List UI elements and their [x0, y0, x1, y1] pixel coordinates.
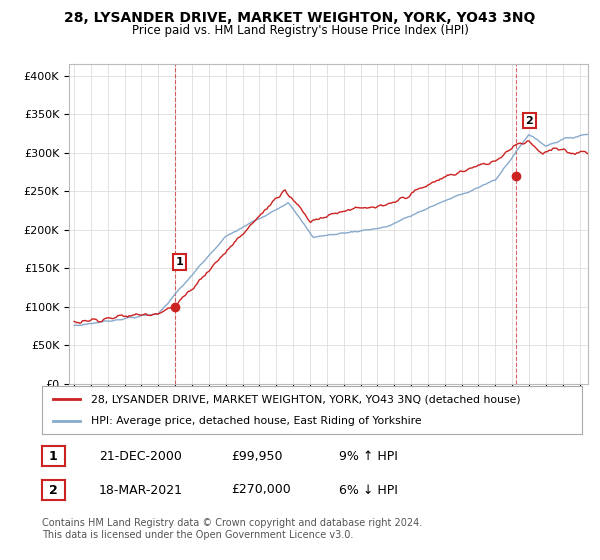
Text: 18-MAR-2021: 18-MAR-2021	[99, 483, 183, 497]
Text: 1: 1	[49, 450, 58, 463]
Text: £270,000: £270,000	[231, 483, 291, 497]
Text: 1: 1	[176, 257, 184, 267]
Text: £99,950: £99,950	[231, 450, 283, 463]
Text: 21-DEC-2000: 21-DEC-2000	[99, 450, 182, 463]
Text: Price paid vs. HM Land Registry's House Price Index (HPI): Price paid vs. HM Land Registry's House …	[131, 24, 469, 37]
Text: HPI: Average price, detached house, East Riding of Yorkshire: HPI: Average price, detached house, East…	[91, 416, 421, 426]
Text: Contains HM Land Registry data © Crown copyright and database right 2024.
This d: Contains HM Land Registry data © Crown c…	[42, 519, 422, 540]
Text: 28, LYSANDER DRIVE, MARKET WEIGHTON, YORK, YO43 3NQ (detached house): 28, LYSANDER DRIVE, MARKET WEIGHTON, YOR…	[91, 394, 520, 404]
Text: 2: 2	[526, 115, 533, 125]
Text: 9% ↑ HPI: 9% ↑ HPI	[339, 450, 398, 463]
Text: 6% ↓ HPI: 6% ↓ HPI	[339, 483, 398, 497]
Text: 2: 2	[49, 483, 58, 497]
Text: 28, LYSANDER DRIVE, MARKET WEIGHTON, YORK, YO43 3NQ: 28, LYSANDER DRIVE, MARKET WEIGHTON, YOR…	[64, 11, 536, 25]
